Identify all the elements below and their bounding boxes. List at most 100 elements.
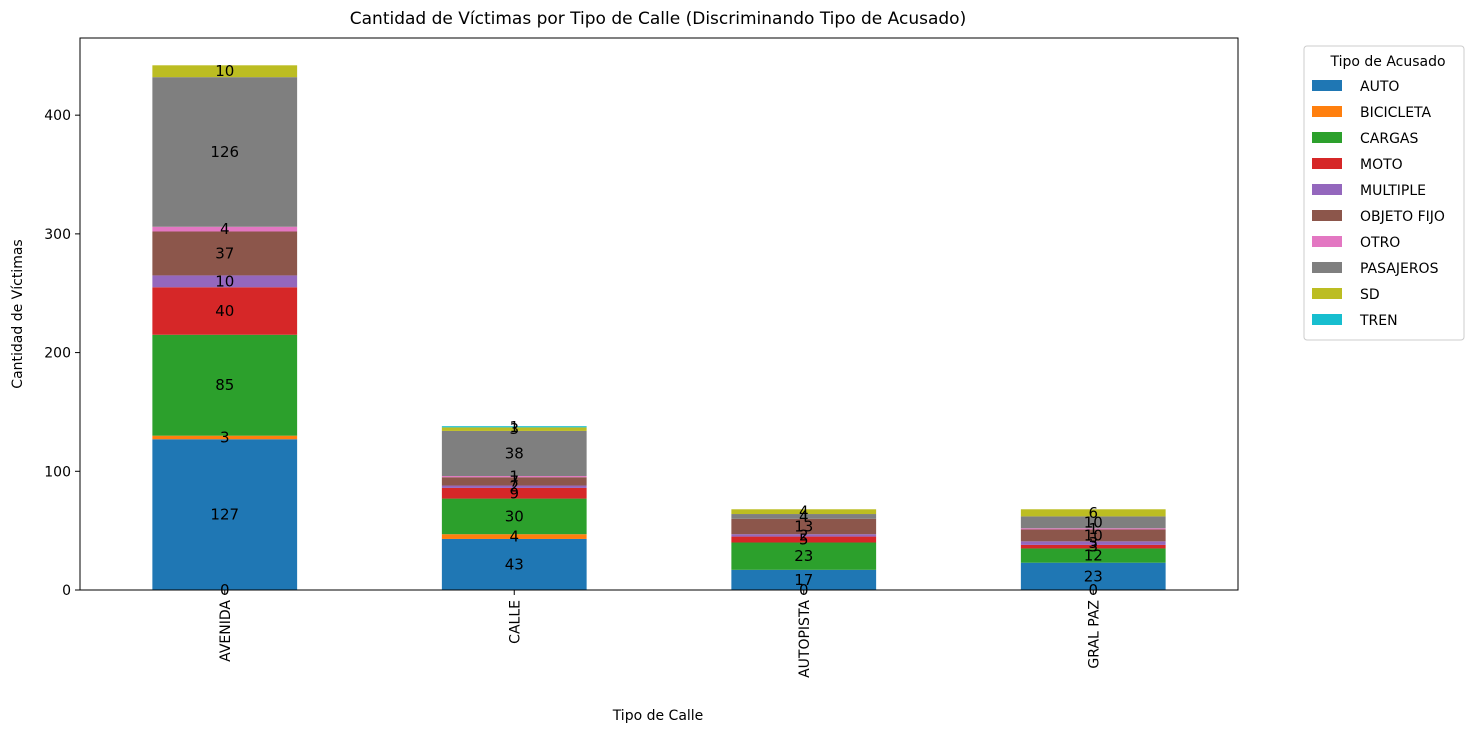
bar-segment [441, 477, 587, 486]
y-tick-label: 0 [62, 583, 71, 599]
y-tick-label: 400 [44, 108, 71, 124]
bar-segment [1020, 528, 1166, 530]
bar-segment [152, 435, 298, 440]
legend-swatch [1312, 210, 1342, 221]
data-label: 10 [215, 272, 234, 290]
legend-items: AUTO BICICLETA CARGAS MOTO MULTIPLE OBJETO FI… [1312, 79, 1445, 329]
y-axis: 0 100 200 300 400 [44, 108, 80, 599]
bar-segment [731, 542, 877, 570]
data-label: 4 [799, 503, 809, 521]
x-tick-label: AUTOPISTA [797, 600, 813, 678]
bar-segment [152, 439, 298, 590]
x-tick-label: CALLE [507, 600, 523, 644]
bar-segment [441, 538, 587, 590]
bar-segment [441, 485, 587, 488]
legend-entry: OTRO [1360, 235, 1400, 251]
bar-segment [152, 226, 298, 232]
x-axis: AVENIDA CALLE AUTOPISTA GRAL PAZ [218, 590, 1102, 678]
data-label: 1 [509, 468, 519, 486]
bar-stack [1020, 509, 1166, 590]
y-tick-label: 300 [44, 227, 71, 243]
legend-entry: TREN [1359, 313, 1398, 329]
y-tick-label: 100 [44, 464, 71, 480]
data-label: 2 [509, 478, 519, 496]
bar-segment [731, 518, 877, 535]
legend-entry: BICICLETA [1360, 105, 1432, 121]
bar-segment [731, 534, 877, 537]
legend-entry: AUTO [1360, 79, 1399, 95]
legend-entry: MOTO [1360, 157, 1403, 173]
bar-segment [152, 334, 298, 436]
bar-segment [1020, 541, 1166, 545]
y-tick-label: 200 [44, 346, 71, 362]
plot-frame [79, 37, 1239, 591]
bar-segment [441, 430, 587, 477]
data-label: 43 [505, 555, 524, 573]
bar-stack [731, 509, 877, 590]
x-tick-label: GRAL PAZ [1086, 600, 1102, 669]
bar-segment [731, 569, 877, 590]
legend-entry: SD [1360, 287, 1380, 303]
data-label: 3 [1088, 534, 1098, 552]
legend-entry: OBJETO FIJO [1360, 209, 1445, 225]
data-label: 7 [509, 472, 519, 490]
data-label: 4 [220, 220, 230, 238]
data-label: 3 [220, 428, 230, 446]
bar-segment [441, 534, 587, 539]
legend-swatch [1312, 158, 1342, 169]
legend-title: Tipo de Acusado [1329, 54, 1445, 70]
bar-segment [441, 427, 587, 431]
data-label: 37 [215, 244, 234, 262]
data-label: 2 [799, 526, 809, 544]
x-tick-label: AVENIDA [218, 600, 234, 662]
bar-segment [1020, 562, 1166, 590]
data-label: 30 [505, 507, 524, 525]
data-label: 4 [799, 507, 809, 525]
data-label: 12 [1084, 547, 1103, 565]
data-label: 9 [509, 484, 519, 502]
data-label: 1 [1088, 520, 1098, 538]
legend: Tipo de Acusado AUTO BICICLETA CARGAS MOTO M… [1303, 45, 1465, 341]
x-axis-label: Tipo de Calle [612, 708, 704, 724]
legend-swatch [1312, 106, 1342, 117]
bar-segment [441, 426, 587, 428]
legend-entry: CARGAS [1360, 131, 1419, 147]
legend-entry: MULTIPLE [1360, 183, 1426, 199]
bar-segment [1020, 516, 1166, 529]
plot-area: 0385401037412610127434309271383101723521… [152, 62, 1166, 599]
legend-box [1303, 45, 1465, 341]
legend-entry: PASAJEROS [1360, 261, 1439, 277]
data-label: 10 [1084, 513, 1103, 531]
bar-segment [152, 231, 298, 276]
data-label: 126 [210, 143, 239, 161]
legend-swatch [1312, 80, 1342, 91]
data-label: 10 [215, 62, 234, 80]
legend-swatch [1312, 314, 1342, 325]
data-label: 3 [509, 420, 519, 438]
data-label: 127 [210, 506, 239, 524]
data-label: 10 [1084, 526, 1103, 544]
bar-stack [152, 65, 298, 590]
y-axis-label: Cantidad de Víctimas [10, 239, 26, 388]
bar-segment [731, 536, 877, 543]
bar-segment [152, 287, 298, 335]
data-label: 40 [215, 302, 234, 320]
legend-swatch [1312, 184, 1342, 195]
bar-segment [1020, 509, 1166, 517]
data-label: 3 [1088, 538, 1098, 556]
bar-stack [441, 426, 587, 590]
data-label: 85 [215, 376, 234, 394]
data-label: 4 [509, 528, 519, 546]
bar-segment [1020, 529, 1166, 542]
bar-segment [441, 487, 587, 499]
bar-segment [731, 509, 877, 515]
data-label: 17 [794, 571, 813, 589]
data-label: 38 [505, 444, 524, 462]
legend-swatch [1312, 288, 1342, 299]
bar-segment [1020, 544, 1166, 549]
legend-swatch [1312, 262, 1342, 273]
